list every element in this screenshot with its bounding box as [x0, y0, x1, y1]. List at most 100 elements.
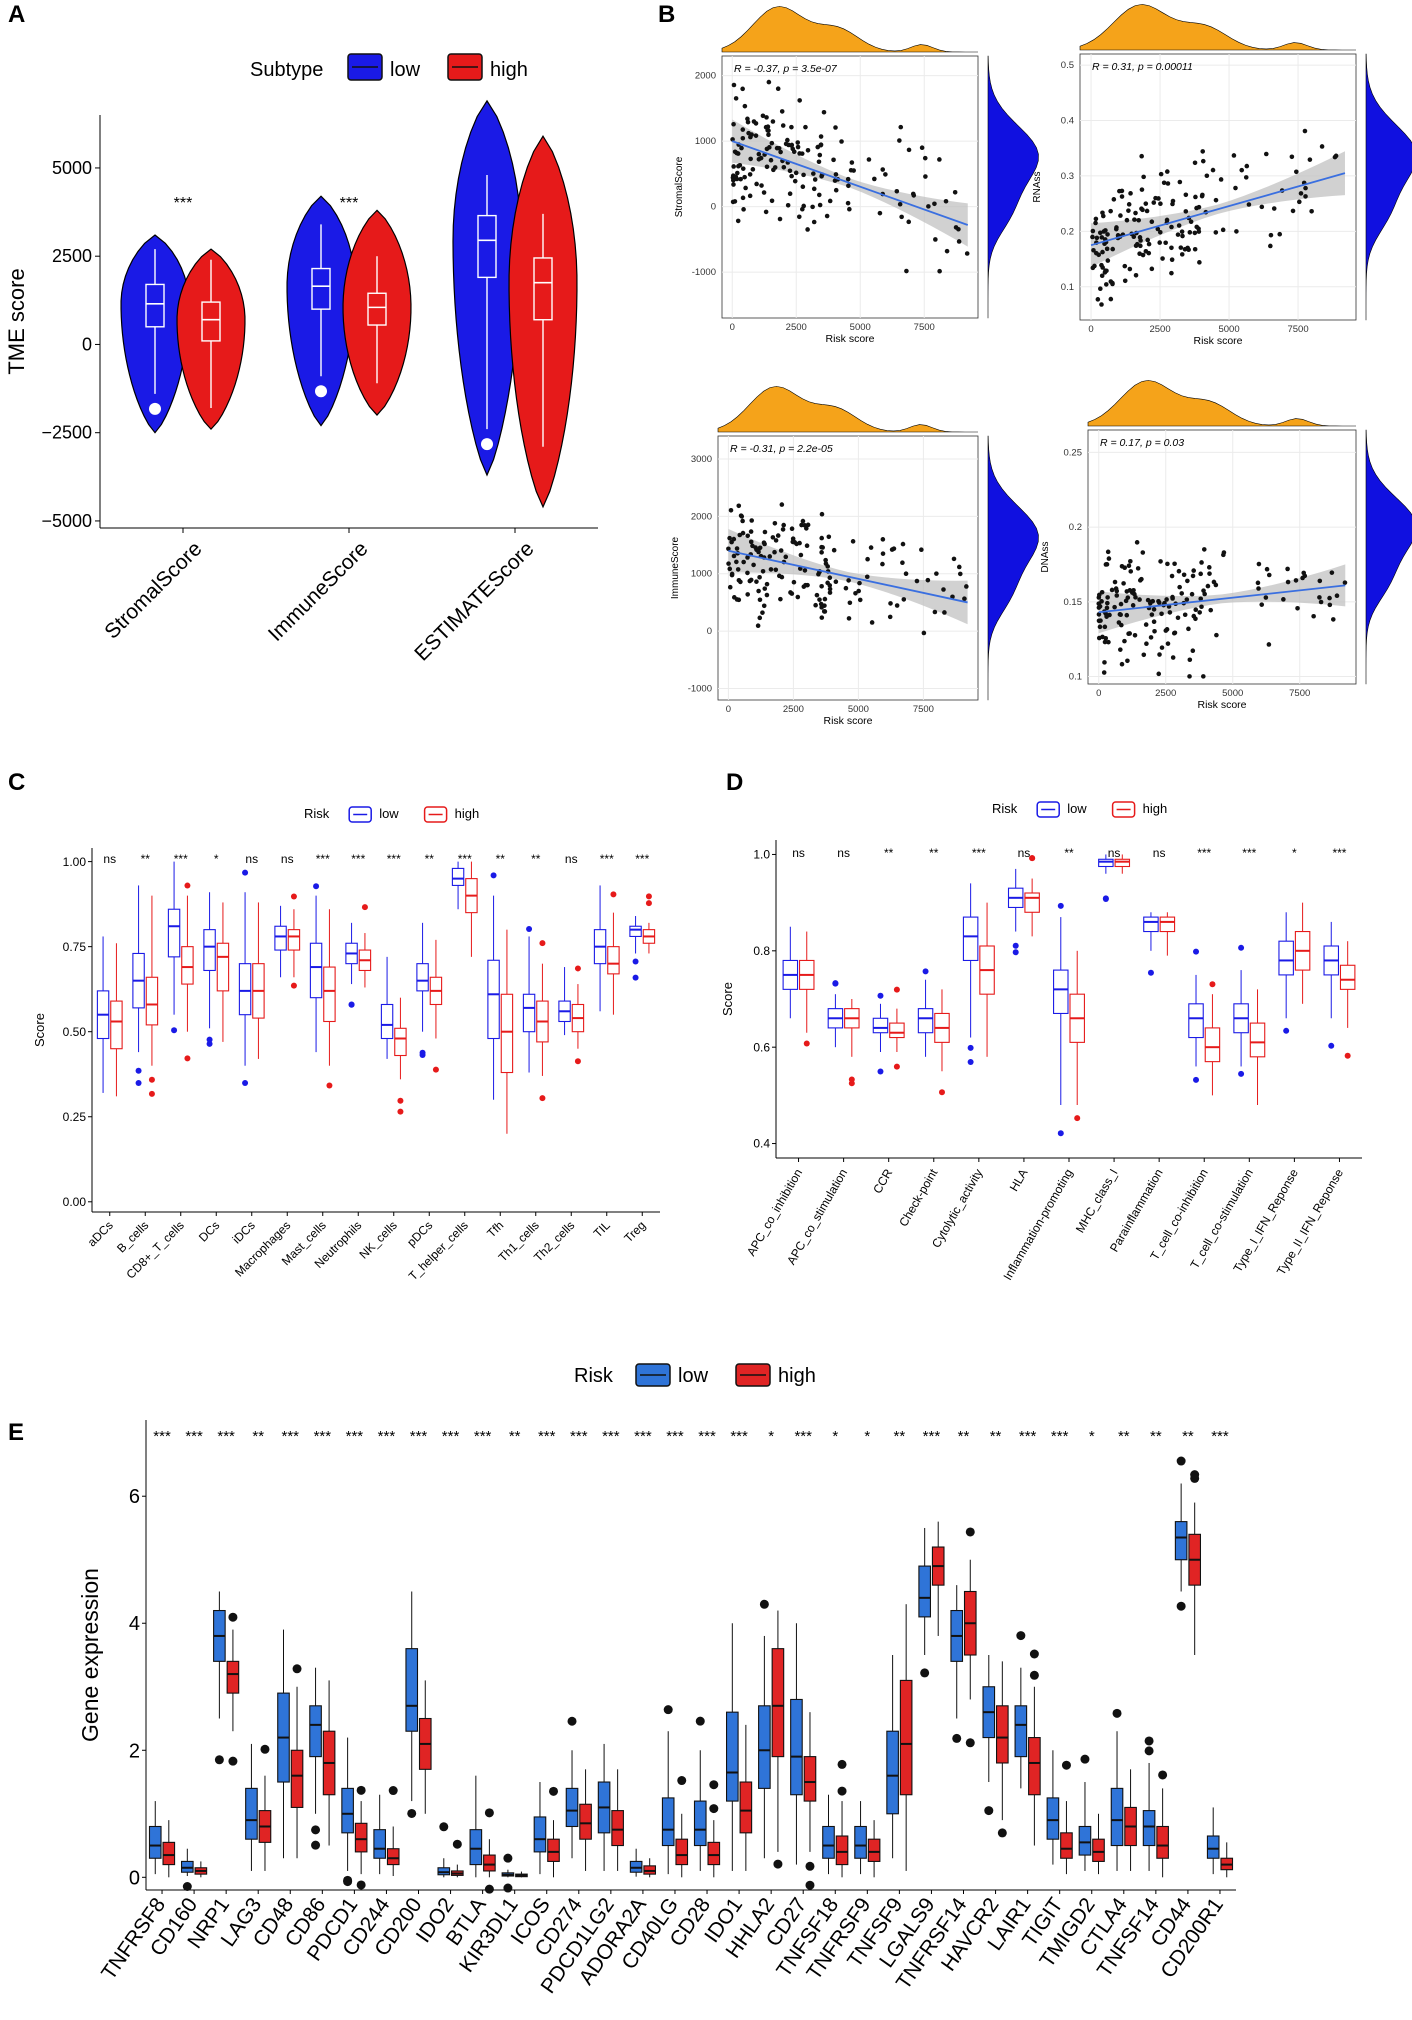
scatter-point — [914, 578, 920, 584]
box-low-CTLA4 — [1110, 1787, 1124, 1847]
scatter-point — [773, 567, 779, 573]
scatter-point — [730, 137, 735, 142]
scatter-point — [877, 210, 883, 216]
scatter-point — [772, 549, 777, 555]
scatter-point — [1164, 217, 1170, 223]
scatter-point — [801, 172, 806, 178]
outlier-high-B_cells — [148, 1076, 155, 1083]
correlation-stat: R = 0.17, p = 0.03 — [1100, 437, 1184, 449]
scatter-point — [1143, 622, 1149, 627]
scatter-point — [846, 183, 851, 189]
scatter-point — [1111, 197, 1117, 202]
scatter-point — [857, 580, 862, 586]
x-tick-label: DCs — [196, 1218, 222, 1244]
significance-label: *** — [730, 1428, 748, 1445]
box-low-pDCs — [416, 963, 429, 992]
scatter-point — [1106, 556, 1112, 561]
scatter-point — [819, 550, 824, 555]
scatter-point — [1112, 579, 1118, 585]
y-tick-label: 0 — [129, 1867, 140, 1889]
scatter-point — [1178, 245, 1184, 250]
outlier-low-T_cell_co-stimulation — [1238, 1070, 1245, 1077]
scatter-point — [1124, 217, 1130, 223]
scatter-point — [745, 116, 750, 122]
significance-label: *** — [474, 1428, 492, 1445]
outlier-low-CCR — [877, 1068, 884, 1075]
box-high-TMIGD2 — [1092, 1838, 1105, 1862]
legend-label-low: low — [379, 806, 399, 821]
significance-label: *** — [314, 1428, 332, 1445]
scatter-point — [761, 190, 767, 195]
box-high-CCR — [889, 1022, 905, 1039]
scatter-point — [740, 530, 746, 536]
scatter-point — [911, 193, 917, 198]
scatter-point — [1094, 235, 1100, 241]
y-tick-label: 1.0 — [753, 848, 770, 862]
scatter-point — [1117, 188, 1122, 194]
outlier-low-ImmuneScore — [315, 385, 327, 398]
panel-d: Risk low high0.40.60.81.0ScoreAPC_co_inhib… — [720, 801, 1362, 1283]
box-low-CD27 — [790, 1698, 803, 1796]
outlier-high-LAG3 — [260, 1744, 270, 1754]
scatter-point — [760, 113, 766, 119]
outlier-low-B_cells — [135, 1080, 142, 1087]
scatter-point — [758, 155, 764, 161]
significance-label: *** — [378, 1428, 396, 1445]
scatter-point — [817, 202, 823, 208]
y-tick-label: 1000 — [691, 569, 712, 580]
significance-label: *** — [1242, 846, 1256, 860]
box-high-Macrophages — [287, 929, 301, 951]
panel-c: Risk low high 0.00 0.25 0.50 0.75 1.00 Score aDCs… — [32, 806, 660, 1283]
outlier-high-NRP1 — [228, 1756, 238, 1766]
scatter-point — [760, 610, 765, 615]
scatter-point — [757, 597, 763, 603]
scatter-point — [845, 176, 851, 182]
box-high-MHC_class_I — [1114, 858, 1131, 868]
scatter-point — [763, 124, 769, 130]
outlier-high-PDCD1 — [356, 1880, 366, 1890]
scatter-point — [764, 164, 770, 170]
box-low-CD200 — [405, 1648, 419, 1732]
scatter-point — [740, 195, 746, 201]
legend-title: Subtype — [250, 59, 323, 81]
outlier-high-TIGIT — [1061, 1760, 1071, 1770]
scatter-point — [802, 568, 808, 573]
scatter-point — [1122, 638, 1127, 644]
outlier-high-Macrophages — [290, 982, 297, 989]
scatter-point — [1135, 566, 1141, 571]
scatter-point — [1146, 241, 1152, 247]
box-low-CD44 — [1174, 1521, 1188, 1561]
scatter-point — [1122, 263, 1128, 269]
scatter-point — [1130, 603, 1136, 608]
x-tick-label: ImmuneScore — [264, 537, 373, 646]
box-high-B_cells — [145, 976, 159, 1026]
scatter-point — [1146, 250, 1152, 256]
scatter-point — [819, 511, 825, 517]
scatter-point — [827, 575, 833, 581]
scatter-point — [1234, 229, 1239, 234]
scatter-point — [817, 597, 822, 602]
scatter-point — [1183, 192, 1189, 198]
scatter-point — [811, 171, 816, 176]
significance-label: *** — [923, 1428, 941, 1445]
significance-label: ** — [1182, 1428, 1194, 1445]
scatter-point — [726, 561, 731, 566]
scatter-point — [1329, 570, 1335, 575]
scatter-point — [1285, 579, 1291, 585]
y-axis-label: Score — [32, 1013, 47, 1047]
scatter-point — [1102, 639, 1108, 645]
panel-b: 0 2500 5000 7500 -1000 0 1000 2000 Risk score Str… — [670, 4, 1412, 727]
outlier-low-Cytolytic_activity — [967, 1044, 974, 1051]
scatter-point — [1201, 674, 1206, 679]
box-high-StromalScore — [201, 301, 221, 342]
outlier-low-Check-point — [922, 968, 929, 975]
scatter-point — [869, 620, 875, 625]
scatter-point — [741, 559, 746, 565]
significance-label: ** — [531, 852, 541, 866]
scatter-point — [1184, 597, 1190, 602]
box-low-ICOS — [533, 1816, 547, 1853]
outlier-low-Neutrophils — [348, 1001, 355, 1008]
scatter-point — [813, 602, 818, 608]
scatter-point — [1163, 628, 1169, 633]
scatter-point — [897, 201, 903, 207]
